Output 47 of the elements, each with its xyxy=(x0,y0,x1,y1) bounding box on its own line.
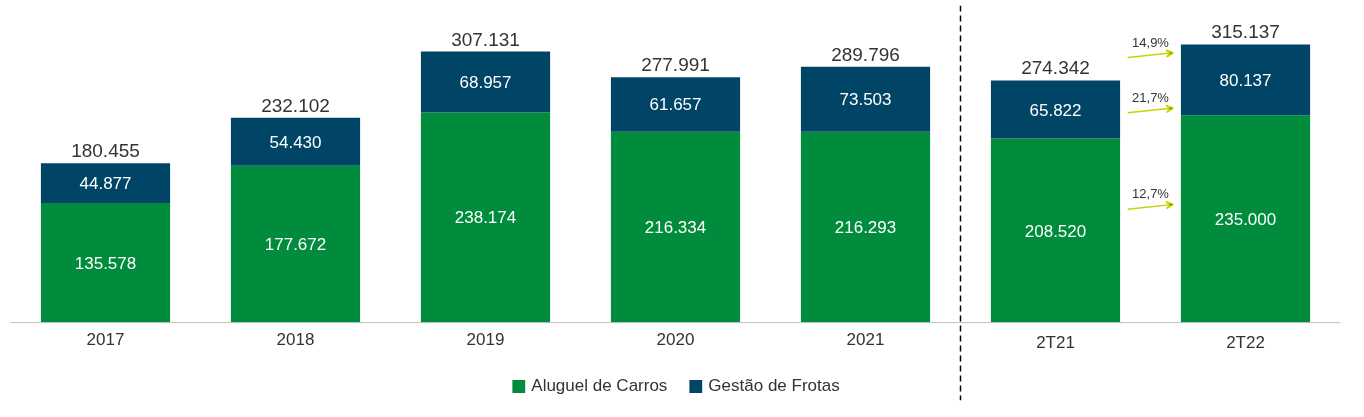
total-label: 277.991 xyxy=(641,54,710,76)
total-label: 307.131 xyxy=(451,28,520,50)
legend-label: Gestão de Frotas xyxy=(708,376,840,396)
bar xyxy=(1180,115,1311,323)
x-tick-label: 2020 xyxy=(656,329,695,349)
x-tick-label: 2T22 xyxy=(1226,332,1265,352)
total-label: 315.137 xyxy=(1211,21,1280,43)
total-label: 289.796 xyxy=(831,43,900,65)
data-label: 235.000 xyxy=(1214,209,1277,229)
data-label: 73.503 xyxy=(839,90,892,110)
annotation: 12,7% xyxy=(1132,186,1170,202)
annotation: 21,7% xyxy=(1132,90,1170,106)
data-label: 216.293 xyxy=(834,218,897,238)
x-tick-label: 2017 xyxy=(86,329,125,349)
total-label: 232.102 xyxy=(261,94,330,116)
x-tick-label: 2021 xyxy=(846,329,885,349)
data-label: 216.334 xyxy=(644,218,707,238)
bar xyxy=(1180,44,1311,116)
data-label: 80.137 xyxy=(1219,70,1272,90)
bar xyxy=(420,112,551,323)
bar xyxy=(800,131,931,323)
bar xyxy=(990,80,1121,139)
x-tick-label: 2018 xyxy=(276,329,315,349)
bar xyxy=(610,77,741,132)
x-tick-label: 2T21 xyxy=(1036,332,1075,352)
bar xyxy=(40,163,171,203)
data-label: 61.657 xyxy=(649,95,702,115)
annotation: 14,9% xyxy=(1132,34,1170,50)
total-label: 274.342 xyxy=(1021,57,1090,79)
x-tick-label: 2019 xyxy=(466,329,505,349)
data-label: 208.520 xyxy=(1024,221,1087,241)
data-label: 177.672 xyxy=(264,235,327,255)
data-label: 135.578 xyxy=(74,253,137,273)
bar xyxy=(230,117,361,166)
data-label: 68.957 xyxy=(459,72,512,92)
bar xyxy=(230,165,361,323)
bar xyxy=(800,66,931,132)
data-label: 54.430 xyxy=(269,132,322,152)
bar xyxy=(420,51,551,113)
bar xyxy=(990,138,1121,323)
total-label: 180.455 xyxy=(71,140,140,162)
bar xyxy=(610,131,741,323)
data-label: 238.174 xyxy=(454,208,517,228)
data-label: 44.877 xyxy=(79,174,132,194)
legend-label: Aluguel de Carros xyxy=(531,376,668,396)
bar xyxy=(40,202,171,323)
data-label: 65.822 xyxy=(1029,100,1082,120)
